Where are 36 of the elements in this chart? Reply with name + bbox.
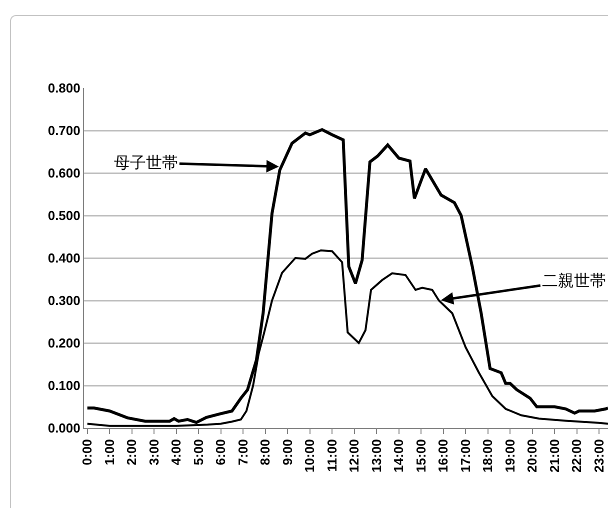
- x-tick-label: 4:00: [168, 439, 184, 466]
- x-tick-label: 0:00: [80, 439, 95, 466]
- y-tick-label: 0.200: [48, 336, 80, 351]
- x-tick-label: 13:00: [368, 439, 384, 472]
- x-tick-label: 19:00: [502, 439, 518, 472]
- x-tick-label: 18:00: [480, 439, 496, 472]
- x-tick-label: 22:00: [569, 439, 584, 472]
- y-tick-label: 0.300: [48, 293, 80, 308]
- y-tick-label: 0.700: [48, 123, 80, 138]
- x-tick-label: 1:00: [102, 439, 117, 466]
- x-tick-label: 23:00: [591, 439, 606, 472]
- line-series: [86, 128, 608, 424]
- x-tick-label: 15:00: [413, 439, 428, 472]
- x-tick-label: 9:00: [280, 439, 295, 466]
- annotation: 二親世帯: [542, 272, 606, 290]
- x-tick-label: 11:00: [324, 439, 340, 472]
- x-tick-label: 10:00: [302, 439, 318, 472]
- x-tick-label: 5:00: [190, 439, 206, 466]
- annotation: 母子世帯: [114, 154, 178, 172]
- y-tick-label: 0.100: [48, 378, 80, 394]
- x-tick-label: 20:00: [524, 439, 540, 472]
- x-tick-label: 21:00: [546, 439, 562, 472]
- x-tick-label: 8:00: [258, 439, 273, 466]
- y-tick-label: 0.400: [48, 250, 80, 266]
- x-tick-label: 6:00: [213, 439, 228, 466]
- y-tick-label: 0.800: [48, 80, 80, 96]
- x-tick-label: 12:00: [346, 439, 362, 472]
- y-tick-label: 0.500: [48, 208, 80, 224]
- y-tick-label: 0.000: [48, 420, 80, 436]
- x-tick-label: 2:00: [124, 439, 140, 466]
- x-tick-label: 17:00: [458, 439, 473, 472]
- y-tick-label: 0.600: [48, 166, 80, 181]
- x-tick-label: 7:00: [235, 439, 250, 466]
- x-tick-label: 14:00: [391, 439, 406, 472]
- x-tick-label: 16:00: [436, 439, 451, 472]
- x-tick-label: 3:00: [146, 439, 162, 466]
